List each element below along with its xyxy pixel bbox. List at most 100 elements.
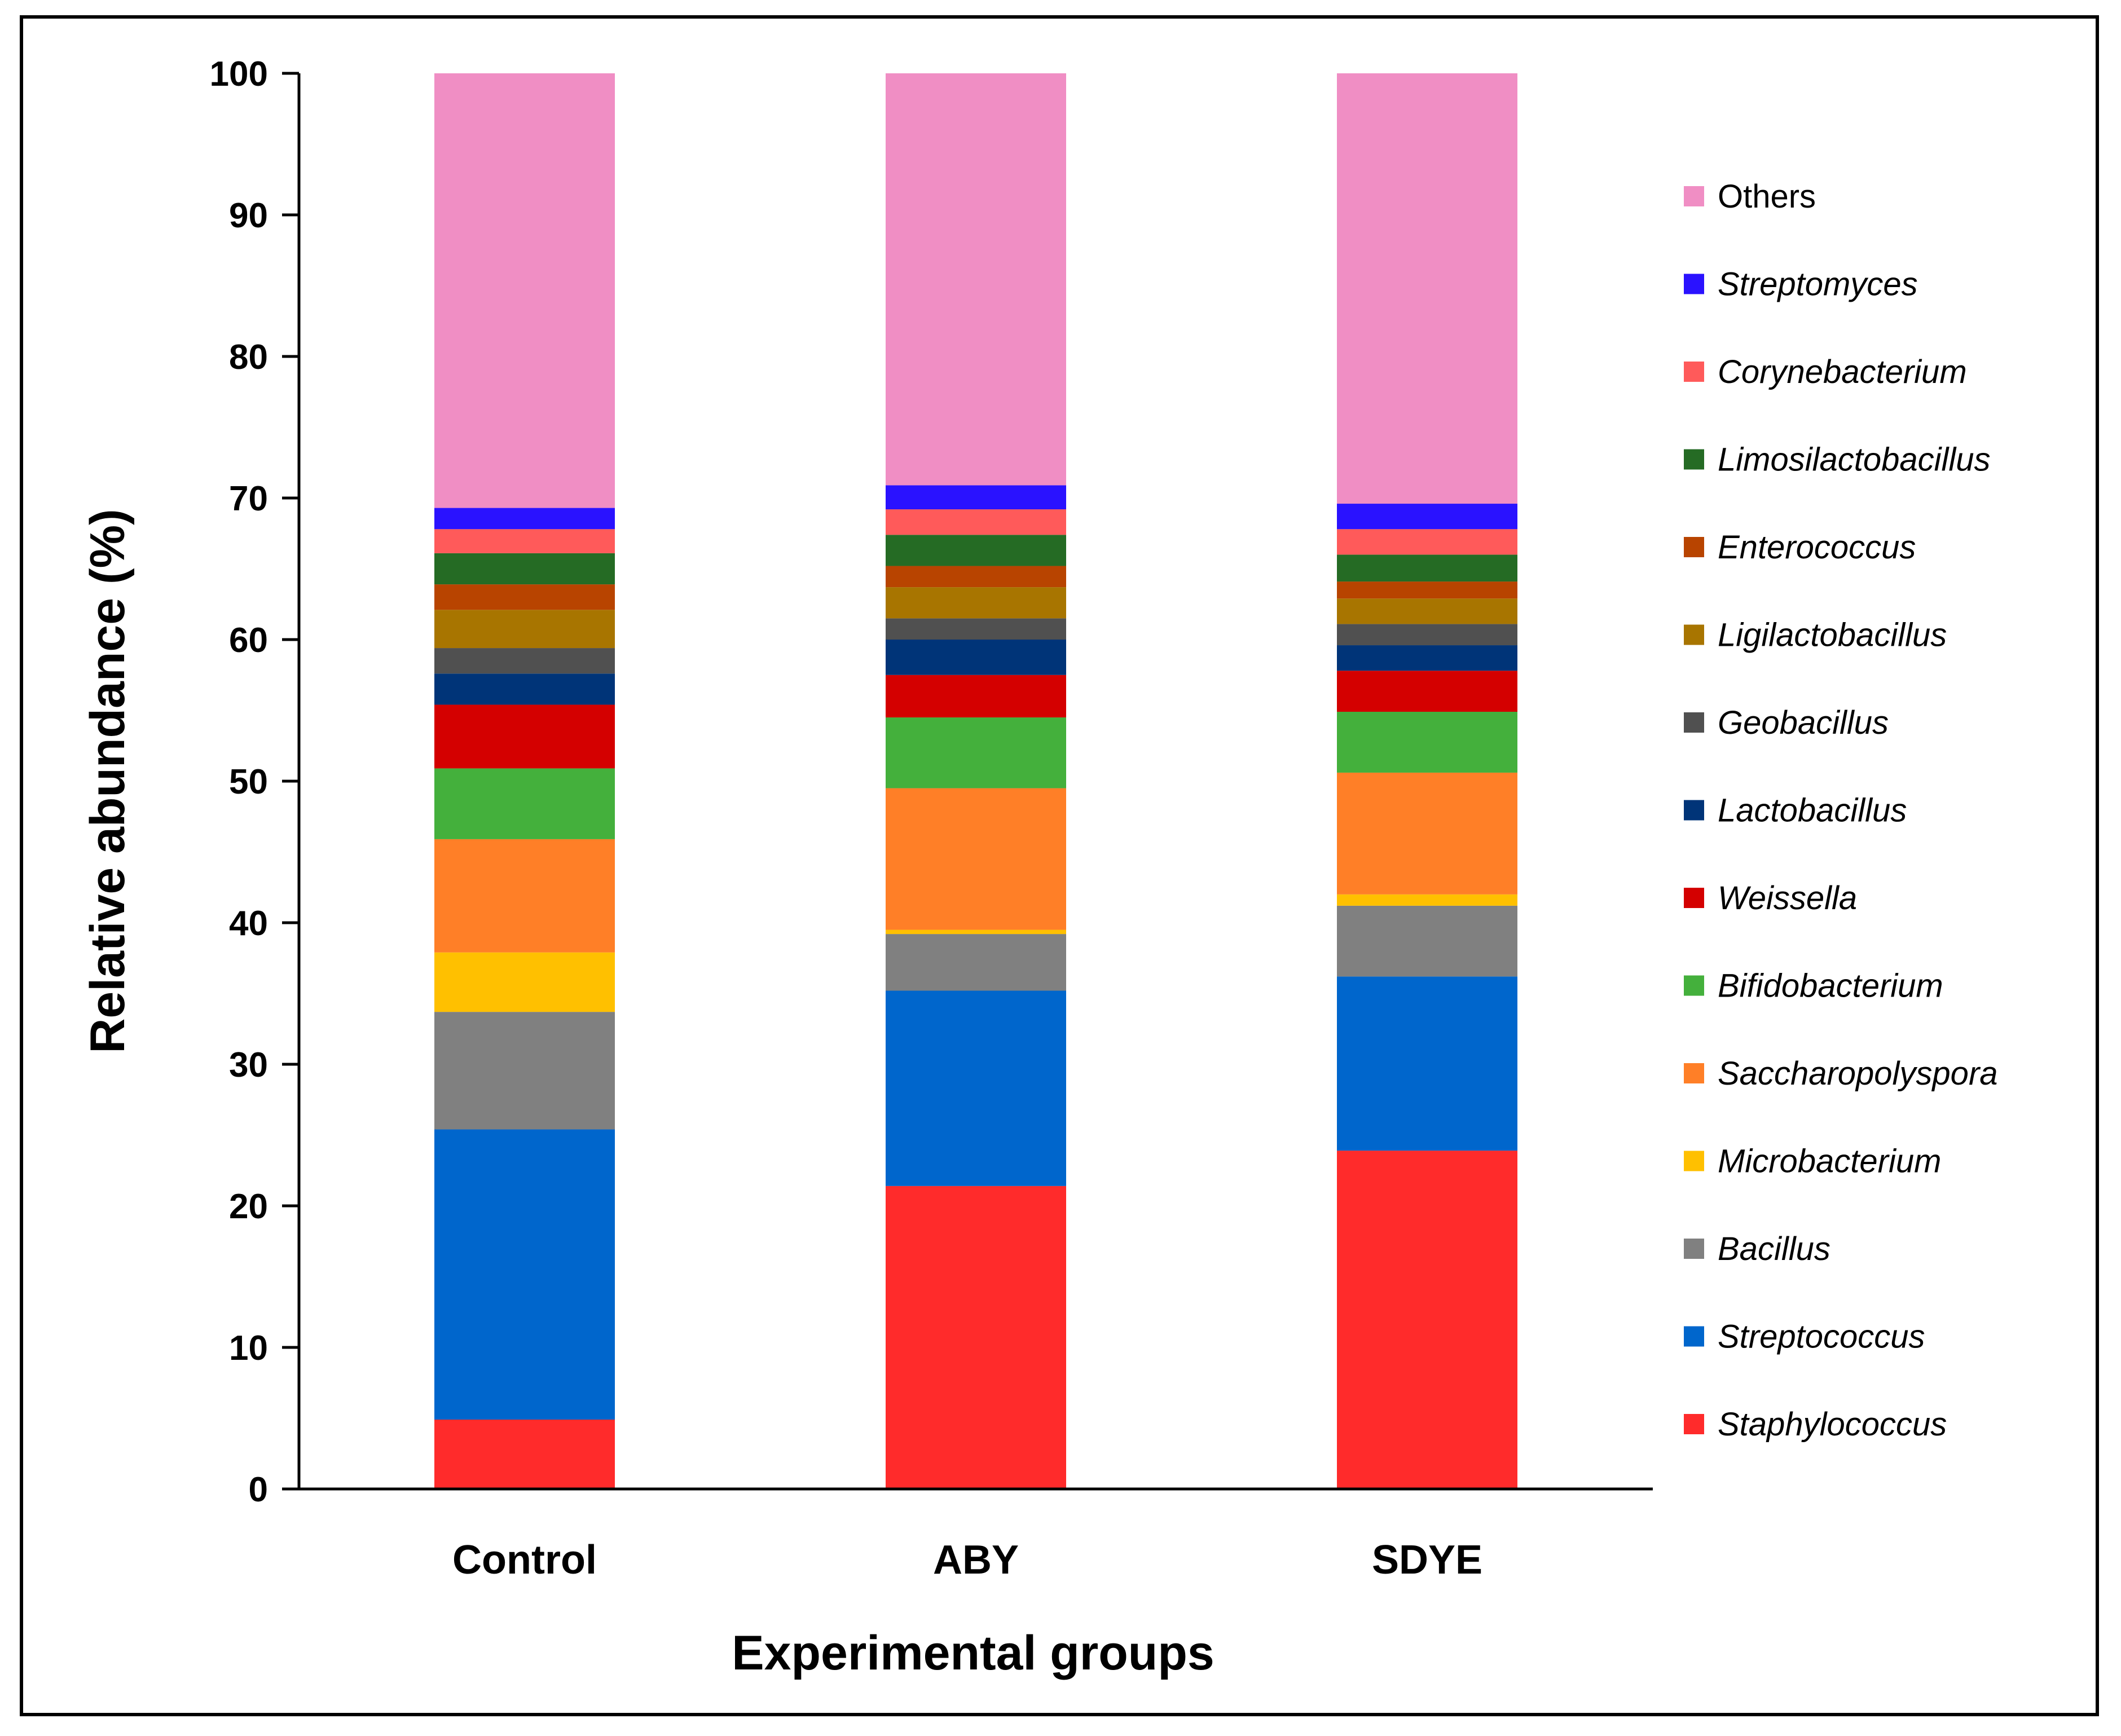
legend-label: Saccharopolyspora [1718,1055,1998,1092]
bar-segment-geobacillus-aby [886,618,1066,640]
legend-swatch [1684,362,1704,382]
y-axis-title: Relative abundance (%) [81,509,135,1053]
bar-segment-streptomyces-control [434,508,615,530]
bar-segment-geobacillus-sdye [1337,624,1517,646]
legend-label: Corynebacterium [1718,354,1967,390]
bar-segment-saccharopolyspora-sdye [1337,772,1517,895]
bar-segment-staphylococcus-aby [886,1186,1066,1489]
legend-swatch [1684,888,1704,908]
x-labels-layer: Control ABY SDYE [452,1537,1482,1583]
legend-item: Limosilactobacillus [1684,442,1991,478]
bar-stack-aby [886,73,1066,1489]
bar-segment-bifidobacterium-aby [886,717,1066,788]
legend-label: Others [1718,178,1816,215]
legend-label: Lactobacillus [1718,792,1907,829]
y-tick-label: 10 [229,1329,268,1368]
legend-label: Microbacterium [1718,1143,1941,1180]
y-tick-label: 70 [229,479,268,518]
legend-swatch [1684,1151,1704,1171]
bar-segment-weissella-sdye [1337,671,1517,712]
legend-label: Streptomyces [1718,266,1918,303]
bar-stack-control [434,73,615,1489]
bar-segment-others-aby [886,73,1066,486]
legend-item: Weissella [1684,880,1857,917]
bar-segment-lactobacillus-control [434,673,615,705]
y-tick-label: 30 [229,1046,268,1085]
y-tick-label: 60 [229,621,268,660]
legend-item: Bacillus [1684,1231,1830,1267]
legend-swatch [1684,1063,1704,1083]
legend-item: Saccharopolyspora [1684,1055,1998,1092]
bar-segment-lactobacillus-aby [886,640,1066,675]
bar-segment-limosilactobacillus-sdye [1337,554,1517,582]
legend-swatch [1684,712,1704,733]
legend-label: Enterococcus [1718,529,1916,566]
bar-segment-bacillus-control [434,1012,615,1130]
legend-swatch [1684,274,1704,294]
y-tick-label: 90 [229,196,268,235]
legend-label: Geobacillus [1718,704,1889,741]
legend-swatch [1684,186,1704,206]
bar-segment-lactobacillus-sdye [1337,645,1517,671]
legend-swatch [1684,800,1704,821]
legend-label: Ligilactobacillus [1718,617,1947,654]
legend-item: Streptococcus [1684,1319,1925,1355]
bar-segment-weissella-control [434,704,615,769]
legend-label: Weissella [1718,880,1857,917]
legend-item: Streptomyces [1684,266,1918,303]
y-ticks-layer: 0 10 20 30 40 50 60 70 80 90 100 [210,55,299,1509]
legend-label: Staphylococcus [1718,1406,1947,1443]
bar-segment-microbacterium-aby [886,929,1066,935]
bar-segment-ligilactobacillus-sdye [1337,598,1517,624]
legend-swatch [1684,449,1704,470]
bar-segment-streptomyces-aby [886,485,1066,510]
bar-segment-saccharopolyspora-control [434,839,615,953]
legend-swatch [1684,975,1704,996]
legend-swatch [1684,1414,1704,1434]
legend-item: Lactobacillus [1684,792,1907,829]
bar-segment-staphylococcus-control [434,1420,615,1489]
bar-segment-bacillus-aby [886,934,1066,991]
legend-item: Microbacterium [1684,1143,1941,1180]
legend: Others Streptomyces Corynebacterium Limosil… [1684,178,1998,1443]
legend-item: Staphylococcus [1684,1406,1947,1443]
x-category-label: SDYE [1372,1537,1482,1583]
bar-segment-microbacterium-control [434,952,615,1012]
x-category-label: Control [452,1537,597,1583]
bar-segment-streptococcus-aby [886,990,1066,1186]
bar-segment-streptococcus-control [434,1129,615,1420]
legend-label: Bifidobacterium [1718,968,1943,1004]
y-tick-label: 50 [229,763,268,801]
bar-segment-others-sdye [1337,73,1517,504]
legend-swatch [1684,1239,1704,1259]
bar-segment-weissella-aby [886,675,1066,718]
bar-segment-ligilactobacillus-aby [886,587,1066,619]
bar-segment-corynebacterium-sdye [1337,529,1517,555]
bar-segment-geobacillus-control [434,648,615,674]
bar-segment-staphylococcus-sdye [1337,1151,1517,1489]
x-axis-title: Experimental groups [732,1626,1214,1680]
legend-item: Enterococcus [1684,529,1916,566]
bar-segment-others-control [434,73,615,508]
legend-label: Streptococcus [1718,1319,1925,1355]
bar-stack-sdye [1337,73,1517,1489]
legend-label: Limosilactobacillus [1718,442,1991,478]
bar-segment-corynebacterium-control [434,529,615,553]
bars-layer [434,73,1517,1489]
legend-item: Bifidobacterium [1684,968,1943,1004]
chart-border [20,15,2099,1716]
y-tick-label: 0 [249,1470,268,1509]
legend-swatch [1684,537,1704,557]
legend-item: Corynebacterium [1684,354,1967,390]
legend-item: Others [1684,178,1816,215]
x-category-label: ABY [933,1537,1019,1583]
bar-segment-limosilactobacillus-aby [886,535,1066,566]
legend-swatch [1684,624,1704,645]
legend-swatch [1684,1326,1704,1347]
bar-segment-bifidobacterium-sdye [1337,712,1517,773]
bar-segment-bacillus-sdye [1337,905,1517,977]
bar-segment-enterococcus-aby [886,566,1066,588]
bar-segment-streptococcus-sdye [1337,976,1517,1151]
bar-segment-enterococcus-control [434,584,615,610]
